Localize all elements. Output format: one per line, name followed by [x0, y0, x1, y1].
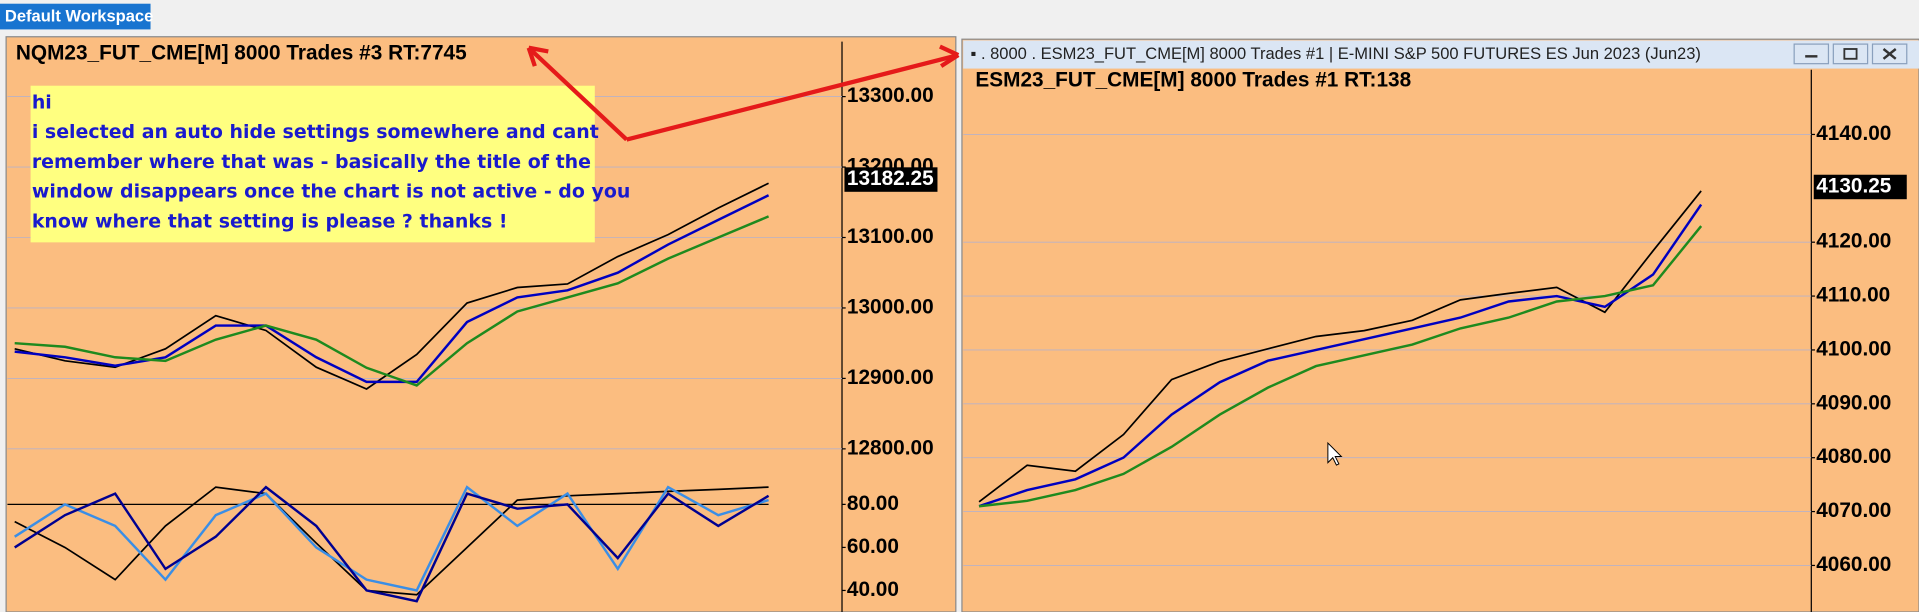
- y-tick-label: 4120.00: [1816, 230, 1891, 253]
- arrow-heads: [526, 44, 960, 68]
- mouse-cursor: [1327, 441, 1343, 466]
- y-tick-label: 12800.00: [847, 436, 934, 459]
- chart: [963, 134, 1812, 566]
- arrows: [527, 46, 959, 142]
- y-tick-label: 4070.00: [1816, 499, 1891, 522]
- y-tick-label: 13100.00: [847, 225, 934, 248]
- y-tick-label: 60.00: [847, 535, 899, 558]
- last-price-label: 4130.25: [1816, 174, 1891, 197]
- right-window-title: ▪ . 8000 . ESM23_FUT_CME[M] 8000 Trades …: [971, 44, 1701, 63]
- annotation-line: i selected an auto hide settings somewhe…: [32, 121, 599, 143]
- annotation-box: [30, 85, 595, 243]
- series-line: [14, 485, 769, 592]
- annotation: hi i selected an auto hide settings somew…: [32, 91, 631, 232]
- chart-title: NQM23_FUT_CME[M] 8000 Trades #3 RT:7745: [16, 41, 467, 64]
- y-tick-label: 12900.00: [847, 366, 934, 389]
- y-tick-label: 4100.00: [1816, 337, 1891, 360]
- y-tick-label: 4080.00: [1816, 445, 1891, 468]
- series-line: [978, 225, 1703, 508]
- workspace-tab-label: Default Workspace: [5, 7, 153, 26]
- right-title-bar: [963, 40, 1919, 69]
- series-line: [14, 194, 770, 384]
- y-tick-label: 4090.00: [1816, 391, 1891, 414]
- last-price-tag: [1813, 174, 1907, 200]
- plots: 12800.0012900.0013000.0013100.0013200.00…: [7, 41, 1907, 603]
- minimize-button[interactable]: [1793, 43, 1830, 65]
- workspace-tab[interactable]: [0, 3, 151, 30]
- y-tick-label: 40.00: [847, 578, 899, 601]
- maximize-icon: [1843, 48, 1858, 60]
- y-tick-label: 4110.00: [1816, 284, 1890, 307]
- y-tick-label: 4060.00: [1816, 553, 1891, 576]
- series-line: [14, 485, 770, 603]
- series-line: [14, 215, 770, 387]
- close-icon: [1882, 48, 1897, 60]
- annotation-line: remember where that was - basically the …: [32, 151, 591, 173]
- chart-title: ESM23_FUT_CME[M] 8000 Trades #1 RT:138: [975, 68, 1411, 91]
- annotation-line: window disappears once the chart is not …: [32, 181, 631, 203]
- y-tick-label: 13000.00: [847, 295, 934, 318]
- last-price-label: 13182.25: [847, 167, 934, 190]
- right-window: [961, 38, 1919, 612]
- y-tick-label: 13300.00: [847, 84, 934, 107]
- maximize-button[interactable]: [1832, 43, 1869, 65]
- annotation-line: know where that setting is please ? than…: [32, 210, 508, 232]
- last-price-tag: [844, 167, 938, 192]
- y-tick-label: 80.00: [847, 492, 899, 515]
- chart: [7, 485, 770, 603]
- series-line: [978, 203, 1703, 508]
- annotation-line: hi: [32, 91, 52, 113]
- y-tick-label: 4140.00: [1816, 122, 1891, 145]
